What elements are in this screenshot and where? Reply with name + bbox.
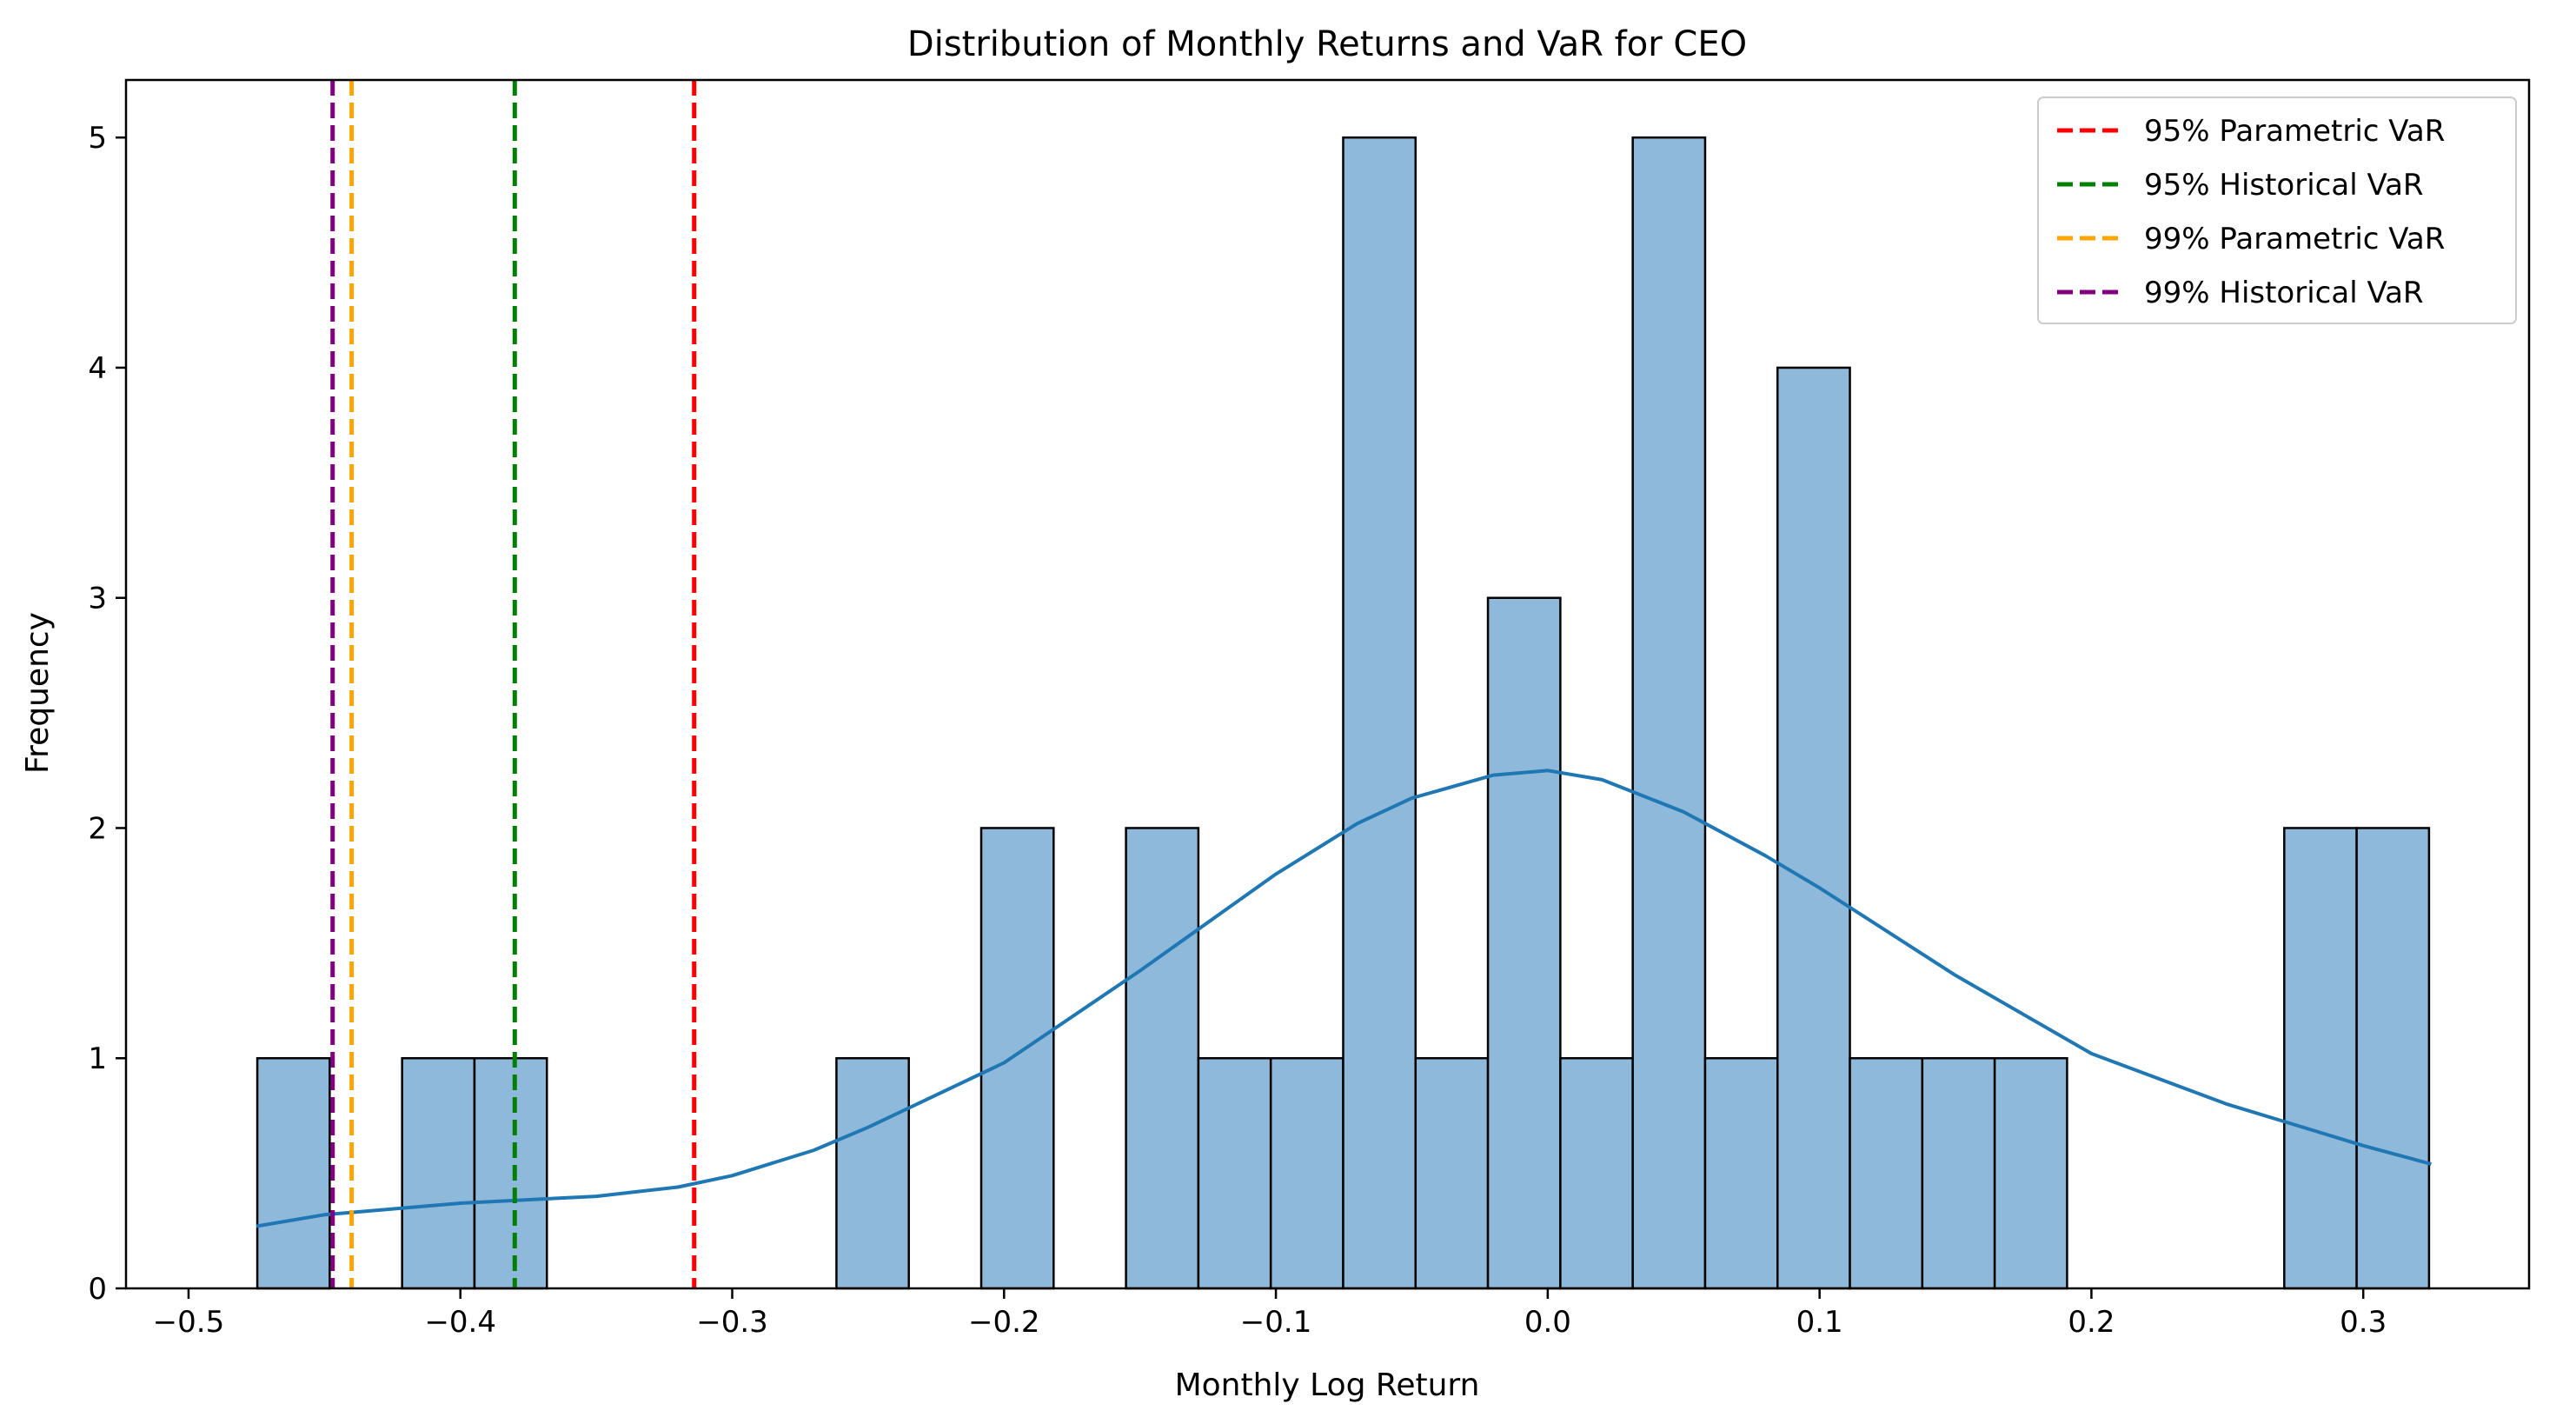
histogram-bar: [1776, 366, 1851, 1290]
y-tick-label: 3: [88, 582, 107, 616]
x-tick-label: 0.1: [1796, 1305, 1843, 1340]
histogram-bar: [1993, 1056, 2068, 1290]
histogram-bar: [2283, 827, 2358, 1290]
y-tick-label: 0: [88, 1272, 107, 1307]
x-tick-label: −0.4: [424, 1305, 496, 1340]
x-tick-label: −0.2: [968, 1305, 1040, 1340]
plot-frame: [124, 78, 2531, 1290]
legend: 95% Parametric VaR 95% Historical VaR 99% …: [2037, 96, 2517, 324]
histogram-bar: [1342, 136, 1417, 1290]
histogram-bar: [1269, 1056, 1344, 1290]
y-tick-label: 4: [88, 351, 107, 386]
chart-title: Distribution of Monthly Returns and VaR …: [907, 24, 1747, 64]
var-lines: [330, 80, 697, 1288]
x-tick-label: −0.3: [696, 1305, 768, 1340]
histogram-bar: [1414, 1056, 1490, 1290]
histogram-bar: [1849, 1056, 1924, 1290]
legend-label: 99% Historical VaR: [2144, 276, 2424, 310]
legend-label: 99% Parametric VaR: [2144, 222, 2445, 256]
histogram-bar: [835, 1056, 910, 1290]
histogram-bar: [1125, 827, 1200, 1290]
legend-box: [2037, 96, 2517, 324]
kde-layer: [256, 769, 2432, 1228]
x-tick-label: 0.0: [1524, 1305, 1571, 1340]
histogram-bar: [256, 1056, 331, 1290]
x-axis: −0.5 −0.4 −0.3 −0.2 −0.1 0.0 0.1 0.2 0.3: [153, 1288, 2387, 1340]
x-tick-label: −0.1: [1240, 1305, 1312, 1340]
histogram-bar: [1559, 1056, 1634, 1290]
histogram-bar: [1703, 1056, 1779, 1290]
histogram-bar: [1921, 1056, 1996, 1290]
histogram-bar: [1197, 1056, 1272, 1290]
histogram-bar: [1631, 136, 1707, 1290]
x-tick-label: 0.3: [2340, 1305, 2387, 1340]
y-axis-label: Frequency: [20, 612, 56, 774]
y-axis: 0 1 2 3 4 5: [88, 121, 126, 1307]
legend-label: 95% Parametric VaR: [2144, 114, 2445, 149]
x-tick-label: 0.2: [2068, 1305, 2115, 1340]
y-tick-label: 5: [88, 121, 107, 156]
histogram-bar: [2355, 827, 2431, 1290]
y-tick-label: 2: [88, 811, 107, 846]
histogram-bars: [256, 136, 2431, 1290]
histogram-bar: [473, 1056, 548, 1290]
histogram-bar: [1486, 596, 1562, 1290]
kde-curve: [256, 769, 2432, 1228]
legend-label: 95% Historical VaR: [2144, 168, 2424, 203]
x-axis-label: Monthly Log Return: [1175, 1367, 1480, 1403]
histogram-bar: [979, 827, 1055, 1290]
y-tick-label: 1: [88, 1041, 107, 1076]
x-tick-label: −0.5: [153, 1305, 225, 1340]
histogram-bar: [401, 1056, 476, 1290]
